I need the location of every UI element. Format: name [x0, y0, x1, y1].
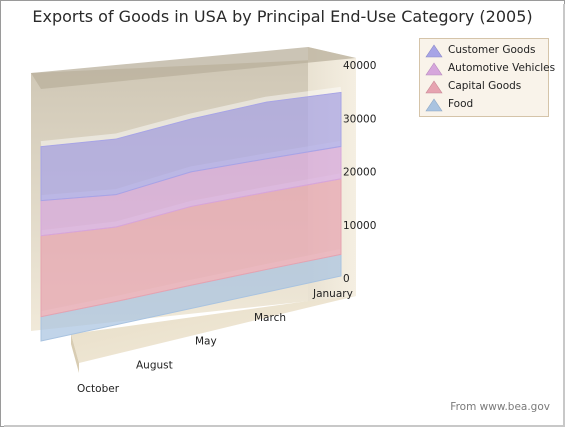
legend-item-customer-goods: Customer Goods: [424, 43, 546, 59]
y-tick-label: 30000: [343, 113, 376, 125]
series-area-customer-goods: [40, 91, 342, 202]
legend-swatch-icon: [425, 98, 443, 112]
series-ridge: [40, 86, 342, 147]
x-tick-label: October: [77, 383, 120, 395]
legend-swatch-icon: [425, 44, 443, 58]
chart-legend: Customer Goods Automotive Vehicles Capit…: [419, 38, 555, 117]
x-tick-label: January: [312, 288, 353, 300]
source-note: From www.bea.gov: [450, 401, 550, 413]
legend-label: Customer Goods: [448, 44, 536, 56]
legend-item-food: Food: [424, 97, 546, 113]
frame-shadow: [4, 425, 565, 427]
frame-shadow: [563, 4, 565, 427]
chart-floor: [71, 296, 356, 363]
top-rim: [31, 47, 356, 89]
legend-label: Automotive Vehicles: [448, 62, 556, 74]
x-tick-label: August: [136, 359, 173, 371]
legend-item-capital-goods: Capital Goods: [424, 79, 546, 95]
x-tick-label: March: [254, 312, 286, 324]
y-tick-label: 10000: [343, 220, 376, 232]
chart-title: Exports of Goods in USA by Principal End…: [32, 7, 533, 26]
legend-swatch-icon: [425, 62, 443, 76]
y-tick-label: 20000: [343, 167, 376, 179]
floor-edge: [71, 334, 79, 373]
y-tick-label: 40000: [343, 60, 376, 72]
legend-label: Capital Goods: [448, 80, 522, 92]
x-tick-label: May: [195, 336, 217, 348]
legend-swatch-icon: [425, 80, 443, 94]
legend-label: Food: [448, 98, 474, 110]
y-tick-label: 0: [343, 273, 350, 285]
legend-item-automotive-vehicles: Automotive Vehicles: [424, 61, 555, 77]
